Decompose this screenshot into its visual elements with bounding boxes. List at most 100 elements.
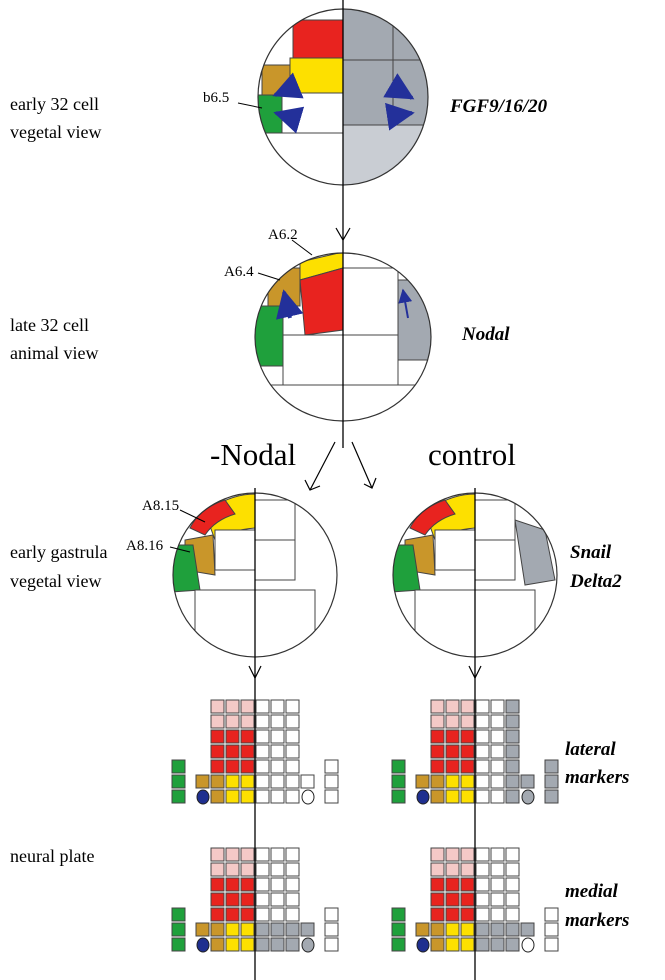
np-cell bbox=[506, 848, 519, 861]
np-cell bbox=[211, 863, 224, 876]
np-cell bbox=[491, 938, 504, 951]
stage-label: neural plate bbox=[10, 846, 94, 866]
np-cell bbox=[476, 700, 489, 713]
np-cell bbox=[392, 790, 405, 803]
np-cell bbox=[431, 715, 444, 728]
np-cell bbox=[172, 775, 185, 788]
np-cell bbox=[256, 923, 269, 936]
np-cell bbox=[271, 893, 284, 906]
np-cell bbox=[211, 760, 224, 773]
np-cell bbox=[392, 908, 405, 921]
np-cell bbox=[241, 760, 254, 773]
np-cell bbox=[476, 908, 489, 921]
stage-label: animal view bbox=[10, 343, 98, 363]
marker-label: markers bbox=[565, 767, 629, 788]
np-cell bbox=[271, 775, 284, 788]
np-cell bbox=[271, 863, 284, 876]
stage-label: late 32 cell bbox=[10, 315, 89, 335]
cell-label: A8.15 bbox=[142, 498, 179, 514]
np-cell bbox=[461, 923, 474, 936]
np-cell bbox=[286, 730, 299, 743]
np-cell bbox=[491, 760, 504, 773]
np-cell bbox=[226, 775, 239, 788]
np-cell bbox=[241, 775, 254, 788]
np-cell bbox=[226, 700, 239, 713]
np-cell bbox=[256, 908, 269, 921]
np-cell bbox=[491, 790, 504, 803]
np-cell bbox=[211, 745, 224, 758]
np-cell bbox=[226, 938, 239, 951]
np-cell bbox=[286, 848, 299, 861]
np-cell bbox=[392, 923, 405, 936]
np-cell bbox=[446, 730, 459, 743]
np-cell bbox=[197, 790, 209, 804]
np-cell bbox=[545, 908, 558, 921]
np-cell bbox=[241, 730, 254, 743]
np-cell bbox=[241, 848, 254, 861]
np-cell bbox=[256, 790, 269, 803]
np-cell bbox=[545, 775, 558, 788]
np-cell bbox=[271, 908, 284, 921]
gene-label: Snail bbox=[570, 542, 612, 563]
np-cell bbox=[286, 775, 299, 788]
np-cell bbox=[226, 893, 239, 906]
np-cell bbox=[325, 938, 338, 951]
np-cell bbox=[476, 923, 489, 936]
condition-label: control bbox=[428, 437, 516, 472]
np-cell bbox=[226, 745, 239, 758]
np-cell bbox=[491, 878, 504, 891]
np-cell bbox=[172, 938, 185, 951]
np-cell bbox=[286, 908, 299, 921]
np-cell bbox=[461, 878, 474, 891]
np-cell bbox=[211, 790, 224, 803]
np-cell bbox=[491, 848, 504, 861]
embryo-late-32 bbox=[250, 250, 440, 430]
cell-label: A8.16 bbox=[126, 538, 164, 554]
np-cell bbox=[521, 923, 534, 936]
np-cell bbox=[241, 863, 254, 876]
np-cell bbox=[226, 790, 239, 803]
np-cell bbox=[461, 745, 474, 758]
np-cell bbox=[491, 715, 504, 728]
np-cell bbox=[271, 760, 284, 773]
np-cell bbox=[241, 938, 254, 951]
gene-label: Nodal bbox=[461, 324, 510, 345]
np-cell bbox=[506, 908, 519, 921]
np-cell bbox=[241, 745, 254, 758]
np-cell bbox=[226, 878, 239, 891]
diagram: early 32 cell vegetal view late 32 cell … bbox=[0, 0, 665, 980]
np-cell bbox=[286, 745, 299, 758]
gene-label: FGF9/16/20 bbox=[449, 96, 548, 117]
np-cell bbox=[416, 775, 429, 788]
np-cell bbox=[446, 775, 459, 788]
np-cell bbox=[241, 923, 254, 936]
np-cell bbox=[476, 775, 489, 788]
np-cell bbox=[446, 863, 459, 876]
np-cell bbox=[271, 790, 284, 803]
np-cell bbox=[241, 908, 254, 921]
np-cell bbox=[476, 863, 489, 876]
np-cell bbox=[506, 893, 519, 906]
np-cell bbox=[431, 923, 444, 936]
np-cell bbox=[506, 775, 519, 788]
np-cell bbox=[491, 908, 504, 921]
np-cell bbox=[286, 790, 299, 803]
np-cell bbox=[545, 938, 558, 951]
np-cell bbox=[301, 923, 314, 936]
np-cell bbox=[172, 923, 185, 936]
np-cell bbox=[461, 715, 474, 728]
embryo-early-32 bbox=[250, 5, 440, 195]
np-cell bbox=[226, 863, 239, 876]
np-cell bbox=[392, 775, 405, 788]
np-cell bbox=[286, 878, 299, 891]
np-cell bbox=[271, 878, 284, 891]
np-cell bbox=[446, 878, 459, 891]
np-cell bbox=[491, 923, 504, 936]
np-cell bbox=[461, 730, 474, 743]
np-cell bbox=[286, 923, 299, 936]
np-cell bbox=[226, 715, 239, 728]
np-cell bbox=[446, 790, 459, 803]
np-cell bbox=[461, 938, 474, 951]
np-cell bbox=[431, 863, 444, 876]
np-cell bbox=[241, 700, 254, 713]
